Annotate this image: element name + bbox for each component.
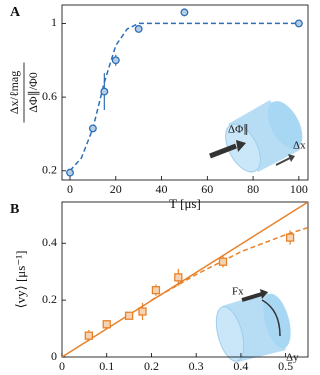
data-point <box>294 19 303 28</box>
y-axis-label-numerator: Δx/ℓmag <box>7 71 21 114</box>
y-tick-label: 0.6 <box>42 89 57 103</box>
y-tick-label: 0.2 <box>42 292 57 306</box>
x-tick-label: 0.5 <box>278 359 293 373</box>
arrow <box>275 157 291 166</box>
axes-frame <box>61 4 309 181</box>
x-axis-label: T [μs] <box>169 196 201 211</box>
data-point <box>88 124 97 133</box>
x-tick-label: 0 <box>67 182 73 196</box>
annotation: Δy <box>286 352 299 364</box>
x-tick-label: 0.3 <box>189 359 204 373</box>
x-tick-label: 0.2 <box>144 359 159 373</box>
x-tick-label: 80 <box>247 182 259 196</box>
data-point <box>285 233 295 242</box>
annotation: Δx <box>293 140 306 152</box>
data-point <box>180 8 189 17</box>
fit-line <box>151 226 308 301</box>
x-tick-label: 0 <box>59 359 65 373</box>
arrow-head <box>288 154 295 162</box>
x-tick-label: 100 <box>290 182 308 196</box>
data-point <box>111 56 120 65</box>
x-tick-label: 0.1 <box>99 359 114 373</box>
y-tick-label: 0 <box>51 349 57 363</box>
arrow <box>261 299 281 337</box>
y-axis-label: ⟨vy⟩ [μs⁻¹] <box>13 251 28 309</box>
panel-label: A <box>10 5 21 20</box>
annotation: Fx <box>232 286 244 298</box>
y-tick-label: 0.4 <box>42 235 57 249</box>
data-point <box>218 257 228 266</box>
data-point <box>66 168 74 177</box>
arrow <box>209 143 237 159</box>
arrow-head <box>260 289 268 299</box>
data-point <box>174 273 183 282</box>
arrow <box>241 292 263 302</box>
fit-line <box>62 202 308 357</box>
data-point <box>102 320 111 329</box>
data-point <box>134 24 143 33</box>
data-point <box>100 87 109 96</box>
panel-label: B <box>10 202 19 217</box>
data-point <box>124 311 134 320</box>
x-tick-label: 40 <box>156 182 168 196</box>
x-tick-label: 0.4 <box>233 359 248 373</box>
axes-frame <box>61 201 309 358</box>
y-tick-label: 1 <box>51 15 57 29</box>
annotation: ΔΦ∥ <box>228 124 249 136</box>
y-tick-label: 0.2 <box>42 163 57 177</box>
fit-line <box>69 22 299 172</box>
y-axis-label-denominator: ΔΦ∥/Φ0 <box>26 72 40 113</box>
arrow-head <box>236 140 246 152</box>
x-tick-label: 60 <box>201 182 213 196</box>
cylinder-illustration <box>225 100 303 173</box>
data-point <box>138 307 147 316</box>
cylinder-illustration <box>215 292 291 362</box>
x-tick-label: 20 <box>110 182 122 196</box>
data-point <box>84 331 93 340</box>
data-point <box>151 286 161 295</box>
